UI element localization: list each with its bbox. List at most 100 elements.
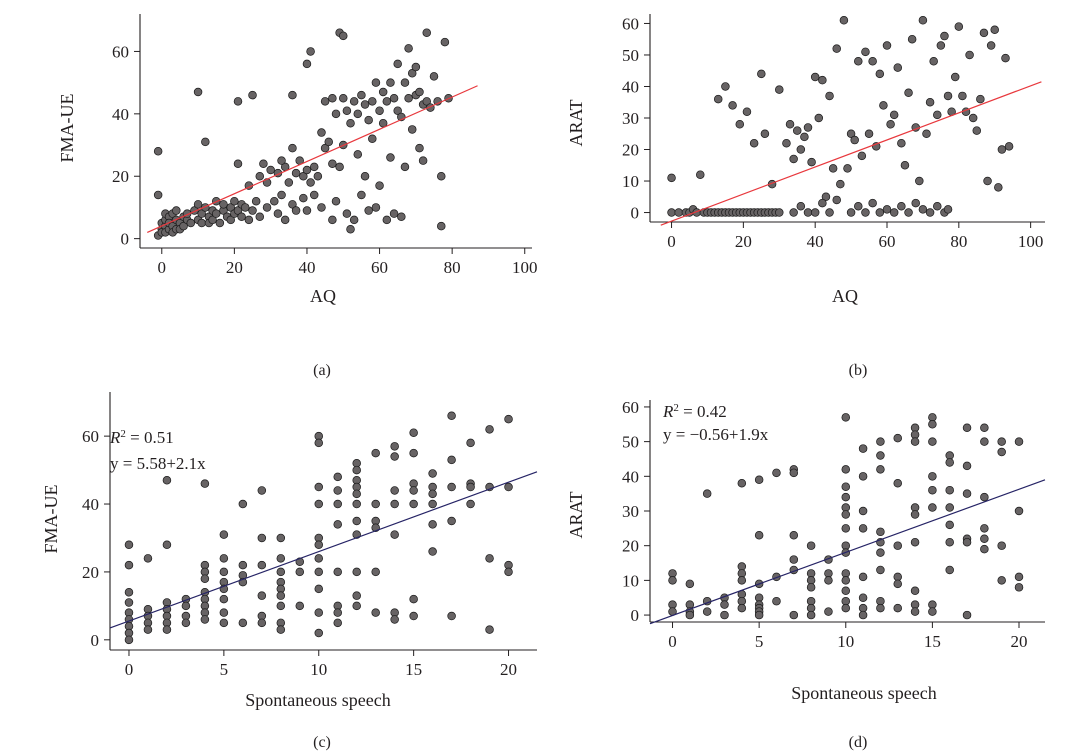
data-point — [447, 611, 456, 621]
data-point — [162, 540, 172, 550]
data-point — [962, 461, 972, 471]
data-point — [796, 201, 806, 211]
regression-line — [660, 81, 1042, 226]
x-tick-label: 0 — [667, 232, 676, 251]
data-point — [485, 554, 494, 563]
data-point — [1014, 583, 1024, 592]
data-point — [352, 601, 361, 611]
data-point — [375, 181, 384, 190]
x-axis-label: Spontaneous speech — [791, 683, 936, 703]
data-point — [352, 465, 361, 475]
data-point — [858, 444, 868, 453]
data-point — [333, 520, 342, 529]
data-point — [302, 165, 312, 175]
data-point — [276, 533, 286, 543]
data-point — [143, 625, 153, 634]
data-point — [772, 596, 781, 606]
data-point — [124, 540, 134, 550]
data-point — [306, 178, 315, 187]
data-point — [248, 206, 257, 215]
data-point — [437, 171, 446, 181]
data-point — [789, 610, 799, 620]
data-point — [810, 72, 820, 82]
data-point — [314, 567, 324, 577]
data-point — [757, 69, 766, 79]
data-point — [422, 97, 431, 106]
data-point — [233, 206, 243, 215]
data-point — [262, 203, 272, 212]
data-point — [440, 37, 450, 47]
data-point — [945, 520, 954, 530]
data-point — [858, 524, 868, 533]
data-point — [910, 510, 920, 519]
data-point — [273, 209, 283, 218]
x-tick-label: 5 — [220, 660, 229, 679]
data-point — [962, 537, 972, 547]
data-point — [904, 208, 913, 217]
data-point — [839, 16, 849, 25]
data-point — [915, 176, 924, 186]
data-point — [219, 618, 229, 628]
data-point — [371, 499, 380, 509]
data-point — [668, 576, 677, 585]
data-point — [893, 603, 902, 613]
y-tick-label: 10 — [622, 172, 639, 191]
data-point — [702, 607, 712, 616]
y-tick-label: 60 — [622, 398, 639, 417]
y-tick-label: 20 — [112, 167, 129, 186]
x-tick-label: 60 — [371, 258, 388, 277]
data-point — [945, 503, 954, 512]
data-point — [276, 601, 286, 611]
data-point — [728, 101, 737, 110]
data-point — [879, 101, 888, 110]
data-point — [857, 151, 867, 161]
data-point — [181, 618, 191, 628]
data-point — [257, 533, 267, 543]
data-point — [237, 212, 246, 222]
data-point — [201, 137, 210, 147]
data-point — [299, 171, 308, 181]
data-point — [352, 567, 361, 577]
data-point — [276, 554, 286, 563]
x-tick-label: 80 — [444, 258, 461, 277]
data-point — [415, 143, 424, 153]
y-tick-label: 30 — [622, 502, 639, 521]
data-point — [918, 205, 928, 214]
data-point — [841, 603, 851, 613]
panel-c: (c) Spontaneous speech FMA-UE R2 = 0.51 … — [41, 392, 538, 751]
data-point — [422, 28, 431, 37]
data-point — [386, 78, 395, 87]
data-point — [437, 221, 446, 231]
data-point — [900, 161, 910, 170]
data-point — [181, 601, 191, 611]
data-point — [893, 63, 903, 72]
data-point — [841, 482, 851, 491]
data-point — [342, 106, 352, 115]
data-point — [153, 190, 163, 200]
plot-area: 0 5 10 15 20 0 10 20 30 40 50 60 — [622, 398, 1046, 651]
data-point — [667, 208, 676, 217]
data-point — [997, 145, 1007, 154]
plot-area: 0 20 40 60 80 100 0 20 40 60 — [112, 14, 537, 277]
data-point — [409, 499, 418, 509]
data-point — [215, 218, 225, 228]
data-point — [447, 411, 456, 421]
x-axis-label: AQ — [832, 286, 858, 306]
data-point — [828, 164, 838, 173]
data-point — [193, 87, 203, 97]
data-point — [983, 176, 992, 186]
data-point — [980, 437, 989, 446]
y-tick-label: 20 — [622, 537, 639, 556]
data-point — [868, 57, 877, 66]
data-point — [389, 93, 399, 103]
data-point — [818, 198, 827, 208]
data-point — [980, 524, 989, 533]
x-tick-label: 10 — [837, 632, 854, 651]
data-point — [277, 190, 286, 200]
data-point — [295, 567, 305, 577]
data-point — [124, 588, 134, 597]
data-point — [124, 560, 134, 570]
data-point — [353, 109, 363, 119]
data-point — [244, 215, 254, 225]
data-point — [371, 203, 381, 212]
